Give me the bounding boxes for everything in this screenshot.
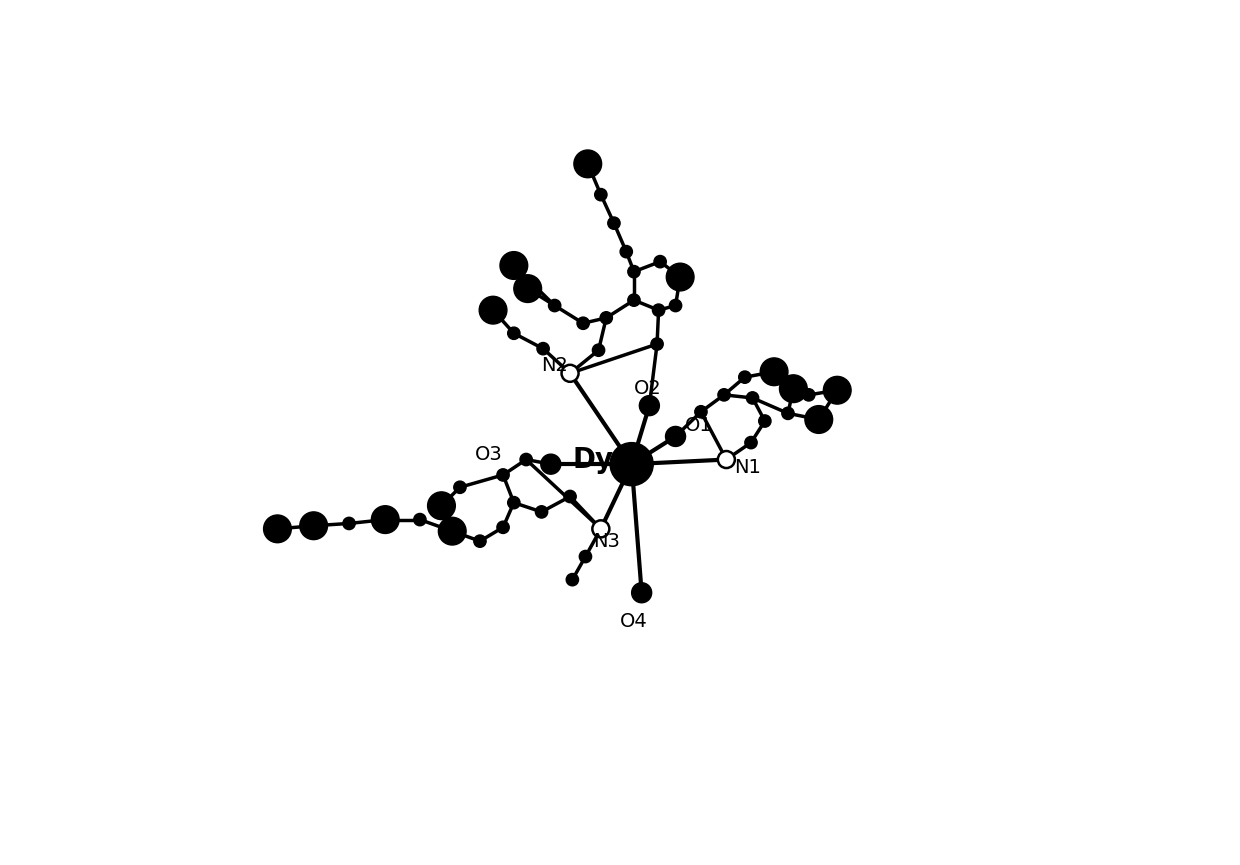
Circle shape [653, 255, 666, 268]
Circle shape [631, 583, 652, 603]
Circle shape [600, 311, 613, 324]
Text: O1: O1 [684, 416, 713, 435]
Circle shape [652, 304, 665, 317]
Circle shape [574, 150, 601, 177]
Circle shape [507, 327, 520, 339]
Text: Dy1: Dy1 [573, 445, 632, 473]
Circle shape [577, 317, 589, 330]
Circle shape [564, 490, 577, 503]
Circle shape [805, 406, 832, 433]
Circle shape [536, 506, 548, 518]
Circle shape [620, 246, 632, 258]
Circle shape [439, 517, 466, 545]
Circle shape [562, 365, 579, 381]
Circle shape [520, 453, 532, 465]
Circle shape [513, 275, 542, 303]
Circle shape [343, 517, 355, 529]
Text: O4: O4 [620, 612, 647, 631]
Circle shape [264, 515, 291, 542]
Text: O3: O3 [475, 445, 503, 465]
Circle shape [414, 514, 427, 526]
Circle shape [548, 299, 560, 311]
Circle shape [802, 388, 815, 401]
Circle shape [497, 469, 510, 481]
Circle shape [541, 454, 560, 474]
Circle shape [595, 189, 608, 201]
Circle shape [507, 497, 520, 509]
Circle shape [500, 252, 528, 279]
Circle shape [610, 443, 653, 486]
Circle shape [666, 426, 686, 446]
Circle shape [428, 492, 455, 520]
Circle shape [627, 294, 640, 306]
Circle shape [760, 358, 787, 386]
Circle shape [718, 388, 730, 401]
Circle shape [781, 407, 794, 420]
Circle shape [823, 376, 851, 404]
Text: O2: O2 [634, 379, 662, 398]
Circle shape [537, 343, 549, 355]
Circle shape [497, 521, 510, 534]
Circle shape [739, 371, 751, 383]
Circle shape [474, 535, 486, 548]
Circle shape [694, 406, 707, 418]
Circle shape [746, 392, 759, 404]
Circle shape [608, 217, 620, 229]
Circle shape [640, 395, 660, 416]
Circle shape [745, 437, 758, 449]
Circle shape [666, 263, 694, 291]
Circle shape [780, 375, 807, 402]
Text: N2: N2 [542, 356, 568, 375]
Text: N3: N3 [593, 532, 620, 551]
Circle shape [479, 297, 507, 324]
Circle shape [300, 512, 327, 540]
Circle shape [372, 506, 399, 534]
Circle shape [567, 573, 579, 586]
Circle shape [651, 338, 663, 350]
Circle shape [593, 344, 605, 356]
Text: N1: N1 [734, 458, 761, 477]
Circle shape [718, 451, 735, 468]
Circle shape [579, 550, 591, 563]
Circle shape [593, 521, 609, 537]
Circle shape [454, 481, 466, 493]
Circle shape [670, 299, 682, 311]
Circle shape [627, 266, 640, 278]
Circle shape [759, 415, 771, 427]
